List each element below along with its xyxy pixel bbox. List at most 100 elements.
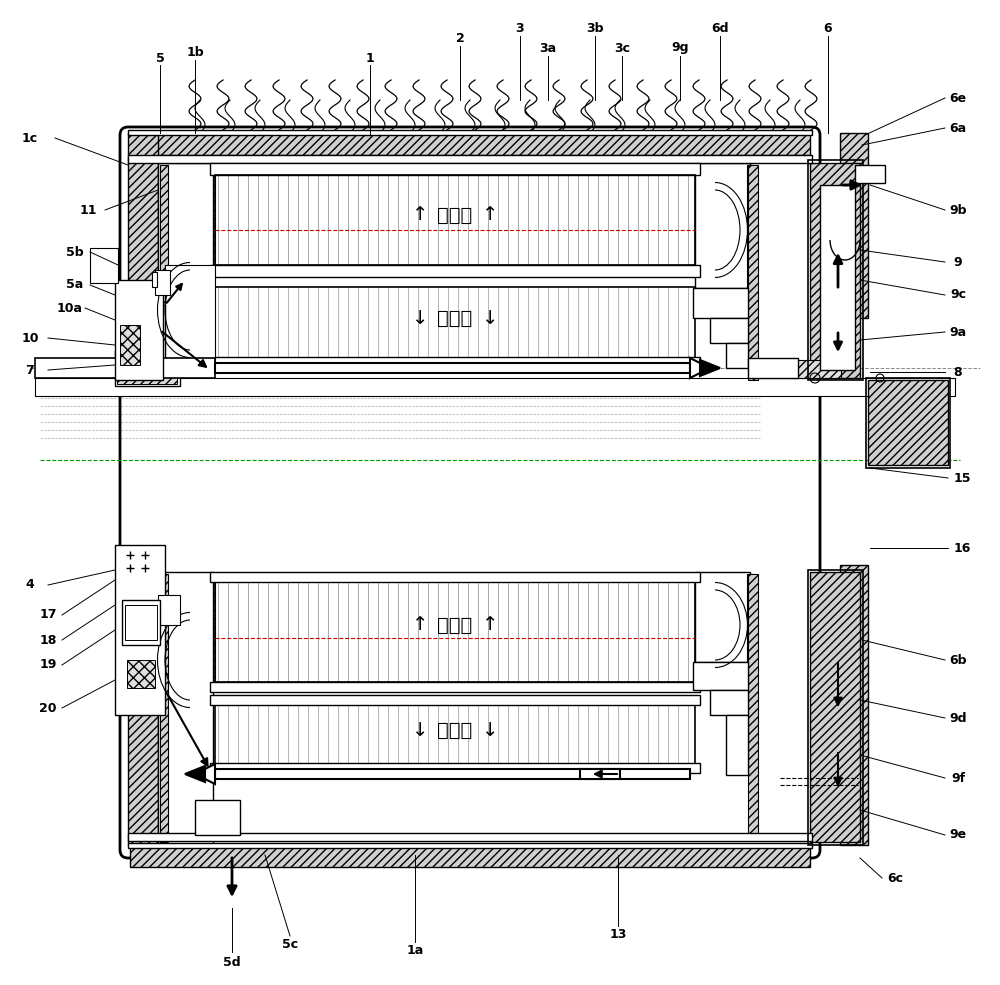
Bar	[793, 360, 841, 378]
Bar	[693, 662, 748, 690]
Bar	[120, 548, 162, 713]
Text: 热传递: 热传递	[437, 720, 473, 740]
Text: 9e: 9e	[949, 828, 967, 841]
Polygon shape	[185, 766, 205, 782]
Text: 9: 9	[954, 255, 962, 269]
Bar	[158, 572, 213, 844]
Text: 1: 1	[366, 51, 374, 64]
Bar	[195, 800, 240, 835]
Bar	[710, 690, 748, 715]
Bar	[840, 565, 868, 845]
Text: ↑: ↑	[482, 616, 498, 634]
Text: 1b: 1b	[186, 45, 204, 58]
Text: 5d: 5d	[223, 955, 241, 968]
Bar	[125, 605, 157, 640]
Bar	[810, 163, 860, 378]
Bar	[820, 185, 855, 370]
Text: 9c: 9c	[950, 289, 966, 301]
Bar	[695, 175, 745, 265]
Bar	[35, 358, 215, 378]
Bar	[130, 133, 810, 155]
Bar	[695, 572, 750, 662]
Bar	[747, 165, 755, 288]
Text: ↑: ↑	[412, 206, 428, 225]
Bar	[810, 572, 860, 842]
Text: 4: 4	[26, 578, 34, 592]
Bar	[160, 165, 168, 370]
Text: 9f: 9f	[951, 771, 965, 784]
Bar	[115, 280, 163, 380]
Text: 热传递: 热传递	[437, 206, 473, 225]
Text: 5: 5	[156, 51, 164, 64]
Text: 5a: 5a	[66, 279, 84, 292]
Text: 6b: 6b	[949, 653, 967, 667]
Text: 6c: 6c	[887, 872, 903, 885]
Bar	[215, 582, 695, 682]
Bar	[152, 272, 157, 287]
Bar	[748, 165, 758, 380]
Bar	[215, 700, 695, 765]
Text: 9a: 9a	[949, 325, 967, 339]
Bar	[117, 352, 177, 384]
Text: 11: 11	[79, 204, 97, 217]
Text: 1c: 1c	[22, 132, 38, 145]
Text: 3: 3	[516, 22, 524, 34]
Text: 5b: 5b	[66, 245, 84, 258]
Text: ↑: ↑	[482, 206, 498, 225]
Bar	[747, 574, 755, 662]
Polygon shape	[215, 363, 690, 373]
Text: 10: 10	[21, 332, 39, 345]
Bar	[215, 287, 695, 360]
Bar	[210, 695, 700, 705]
Bar	[128, 130, 812, 135]
Bar	[710, 318, 748, 343]
Bar	[115, 350, 180, 386]
Text: 3a: 3a	[539, 41, 557, 54]
Bar	[133, 308, 161, 370]
Text: 18: 18	[39, 633, 57, 646]
Bar	[210, 763, 700, 773]
Bar	[35, 358, 115, 378]
Bar	[90, 248, 118, 283]
Bar	[210, 572, 700, 582]
Text: 20: 20	[39, 701, 57, 714]
Text: ↓: ↓	[482, 308, 498, 327]
Text: 6a: 6a	[949, 121, 967, 135]
Text: 9d: 9d	[949, 711, 967, 725]
Bar	[120, 325, 140, 365]
Text: 5c: 5c	[282, 939, 298, 952]
Text: ↓: ↓	[412, 308, 428, 327]
Bar	[155, 270, 170, 295]
Bar	[128, 843, 812, 848]
Bar	[868, 380, 948, 465]
Text: 2: 2	[456, 32, 464, 44]
Text: 7: 7	[26, 363, 34, 376]
Bar	[215, 175, 695, 265]
Bar	[130, 845, 810, 867]
Bar	[35, 378, 955, 396]
Bar	[160, 574, 168, 842]
Text: 3c: 3c	[614, 41, 630, 54]
Bar	[200, 803, 238, 831]
Text: 9b: 9b	[949, 204, 967, 217]
Bar	[695, 163, 750, 288]
Bar	[808, 570, 863, 845]
Bar	[165, 265, 215, 365]
Text: 16: 16	[953, 542, 971, 555]
Text: 15: 15	[953, 472, 971, 485]
Bar	[128, 833, 812, 841]
Bar	[128, 565, 158, 845]
Bar	[158, 163, 213, 373]
Bar	[726, 715, 748, 775]
Text: 8: 8	[954, 365, 962, 378]
Bar	[165, 582, 215, 682]
Text: 热传递: 热传递	[437, 616, 473, 634]
Polygon shape	[215, 769, 690, 779]
Text: 热传递: 热传递	[437, 308, 473, 327]
Text: 19: 19	[39, 659, 57, 672]
Bar	[122, 600, 160, 645]
Bar	[693, 288, 748, 318]
Bar	[855, 165, 885, 183]
Text: 1a: 1a	[406, 944, 424, 956]
Bar	[210, 357, 700, 367]
